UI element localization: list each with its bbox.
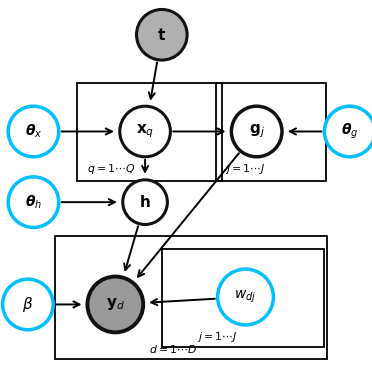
Text: $\mathbf{g}_j$: $\mathbf{g}_j$ — [248, 123, 265, 140]
Text: $\boldsymbol{\theta}_x$: $\boldsymbol{\theta}_x$ — [25, 123, 42, 140]
Circle shape — [3, 279, 53, 330]
Bar — [77, 83, 222, 181]
Bar — [55, 236, 327, 359]
Bar — [162, 249, 324, 347]
Circle shape — [324, 106, 372, 157]
Circle shape — [8, 177, 59, 227]
Text: $j = 1 \cdots J$: $j = 1 \cdots J$ — [225, 162, 265, 176]
Text: $\boldsymbol{\theta}_h$: $\boldsymbol{\theta}_h$ — [25, 193, 42, 211]
Circle shape — [231, 106, 282, 157]
Text: $q = 1 \cdots Q$: $q = 1 \cdots Q$ — [87, 162, 135, 176]
Circle shape — [87, 277, 143, 332]
Text: $w_{dj}$: $w_{dj}$ — [234, 289, 257, 305]
Text: $\mathbf{y}_d$: $\mathbf{y}_d$ — [106, 296, 125, 312]
Circle shape — [123, 180, 167, 225]
Text: $j = 1 \cdots J$: $j = 1 \cdots J$ — [197, 330, 237, 343]
Text: $\mathbf{h}$: $\mathbf{h}$ — [139, 194, 151, 210]
Circle shape — [218, 269, 273, 325]
Circle shape — [8, 106, 59, 157]
Text: $\beta$: $\beta$ — [22, 295, 33, 314]
Circle shape — [137, 10, 187, 60]
Bar — [216, 83, 326, 181]
Text: $d = 1 \cdots D$: $d = 1 \cdots D$ — [149, 343, 197, 355]
Text: $\mathbf{t}$: $\mathbf{t}$ — [157, 27, 166, 43]
Circle shape — [120, 106, 170, 157]
Text: $\boldsymbol{\theta}_g$: $\boldsymbol{\theta}_g$ — [341, 122, 359, 141]
Text: $\mathbf{x}_q$: $\mathbf{x}_q$ — [136, 123, 154, 140]
